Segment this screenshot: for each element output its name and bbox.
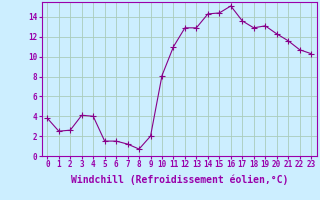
X-axis label: Windchill (Refroidissement éolien,°C): Windchill (Refroidissement éolien,°C) — [70, 175, 288, 185]
